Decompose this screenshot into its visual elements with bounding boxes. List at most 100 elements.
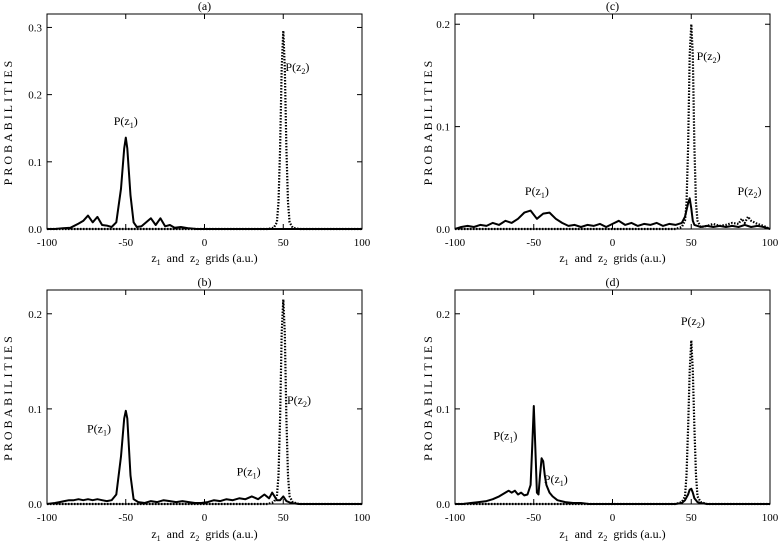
x-tick-label: 0 [202, 512, 208, 524]
annotation-base: P(z [87, 422, 103, 436]
x-tick-label: 50 [278, 237, 290, 249]
panel-b: (b)-100 -50 0 50 1000.00.10.2PROBABILITIESz1… [1, 275, 371, 543]
annotation-base: P(z [525, 184, 541, 198]
annotation-label: P(z2) [285, 60, 309, 76]
annotation-base: P(z [237, 464, 253, 478]
x-tick-label: 50 [278, 512, 290, 524]
x-axis-label: z1 and z2 grids (a.u.) [559, 527, 665, 543]
y-tick-label: 0.0 [436, 224, 450, 236]
y-tick-label: 0.1 [436, 122, 450, 134]
x-tick-label: 50 [686, 512, 698, 524]
annotation-base: P(z [697, 49, 713, 63]
y-tick-label: 0.0 [28, 499, 42, 511]
x-axis-label: z1 and z2 grids (a.u.) [559, 251, 665, 267]
annotation-base: P(z [738, 184, 754, 198]
x-axis-label-part: 2 [603, 534, 607, 543]
x-axis-label-part: and [575, 251, 592, 265]
annotation-subscript: 2 [301, 67, 305, 76]
annotation-close: ) [307, 393, 311, 407]
x-tick-label: 100 [762, 237, 779, 249]
series-line-p-z1 [454, 197, 771, 230]
x-axis-label-part: 2 [195, 258, 199, 267]
x-axis-label-part: grids (a.u.) [205, 251, 257, 265]
annotation-subscript: 1 [253, 471, 257, 480]
y-tick-label: 0.0 [436, 499, 450, 511]
annotation-label: P(z1) [544, 472, 568, 488]
annotation-subscript: 2 [697, 321, 701, 330]
x-axis-label-part: and [575, 527, 592, 541]
annotation-close: ) [545, 184, 549, 198]
y-tick-label: 0.1 [28, 404, 42, 416]
x-axis-label-part: z [559, 527, 564, 541]
x-axis-label-part: 1 [157, 258, 161, 267]
series-line-p-z1 [455, 405, 770, 505]
panel-label: (c) [606, 0, 619, 13]
panel-c: (c)-100 -50 0 50 1000.00.10.2PROBABILITIESz1… [421, 0, 779, 267]
x-axis-label-part: grids (a.u.) [205, 527, 257, 541]
x-tick-label: 0 [610, 237, 616, 249]
y-tick-label: 0.1 [436, 404, 450, 416]
annotation-base: P(z [114, 114, 130, 128]
x-tick-label: 0 [610, 512, 616, 524]
annotation-close: ) [758, 184, 762, 198]
annotation-close: ) [564, 472, 568, 486]
x-axis-label-part: z [190, 251, 195, 265]
x-axis-label-part: z [151, 251, 156, 265]
annotation-base: P(z [493, 428, 509, 442]
annotation-label: P(z2) [697, 49, 721, 65]
x-tick-label: 0 [202, 237, 208, 249]
series-line-p-z2 [47, 29, 362, 231]
x-tick-label: -50 [118, 512, 133, 524]
annotation-subscript: 1 [541, 191, 545, 200]
x-axis-label-part: z [598, 527, 603, 541]
y-tick-label: 0.2 [436, 309, 450, 321]
panel-label: (a) [198, 0, 211, 13]
y-axis-label: PROBABILITIES [1, 58, 15, 186]
x-tick-label: -100 [445, 237, 466, 249]
x-tick-label: 100 [762, 512, 779, 524]
annotation-subscript: 2 [754, 191, 758, 200]
annotation-close: ) [134, 114, 138, 128]
x-axis-label-part: and [167, 527, 184, 541]
x-axis-label-part: z [151, 527, 156, 541]
x-axis-label-part: grids (a.u.) [613, 527, 665, 541]
y-tick-label: 0.3 [28, 22, 42, 34]
annotation-close: ) [701, 314, 705, 328]
x-tick-label: -100 [37, 512, 58, 524]
y-axis-label: PROBABILITIES [421, 333, 435, 461]
panel-label: (d) [606, 275, 620, 289]
panel-a: (a) -100 -50 0 50 100 0.0 0.1 0.2 0.3 PROBABILITIE… [1, 0, 371, 267]
annotation-base: P(z [681, 314, 697, 328]
x-axis-label-part: 2 [195, 534, 199, 543]
x-tick-label: -50 [526, 237, 541, 249]
y-tick-label: 0.2 [28, 90, 42, 102]
x-tick-label: -100 [37, 237, 58, 249]
x-tick-label: 100 [354, 237, 371, 249]
x-tick-label: -50 [526, 512, 541, 524]
y-tick-label: 0.2 [28, 309, 42, 321]
annotation-label: P(z1) [87, 422, 111, 438]
annotation-close: ) [513, 428, 517, 442]
series-line-p-z1 [46, 409, 362, 505]
annotation-close: ) [717, 49, 721, 63]
annotation-base: P(z [285, 60, 301, 74]
annotation-label: P(z1) [237, 464, 261, 480]
annotation-subscript: 1 [509, 435, 513, 444]
annotation-subscript: 1 [560, 479, 564, 488]
x-tick-label: 50 [686, 237, 698, 249]
x-axis-label-part: and [167, 251, 184, 265]
annotation-subscript: 1 [103, 429, 107, 438]
annotation-label: P(z1) [114, 114, 138, 130]
annotation-label: P(z2) [681, 314, 705, 330]
panel-label: (b) [198, 275, 212, 289]
annotation-label: P(z2) [738, 184, 762, 200]
y-axis-label: PROBABILITIES [421, 58, 435, 186]
series-line-p-z2 [455, 23, 771, 231]
x-axis-label-part: z [190, 527, 195, 541]
x-axis-label: z1 and z2 grids (a.u.) [151, 251, 257, 267]
series-line-p-z2 [455, 339, 770, 506]
x-axis-label: z1 and z2 grids (a.u.) [151, 527, 257, 543]
annotation-close: ) [107, 422, 111, 436]
x-tick-label: -50 [118, 237, 133, 249]
